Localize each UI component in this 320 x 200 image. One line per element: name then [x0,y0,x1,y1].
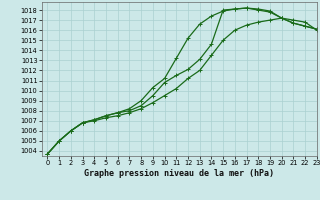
X-axis label: Graphe pression niveau de la mer (hPa): Graphe pression niveau de la mer (hPa) [84,169,274,178]
